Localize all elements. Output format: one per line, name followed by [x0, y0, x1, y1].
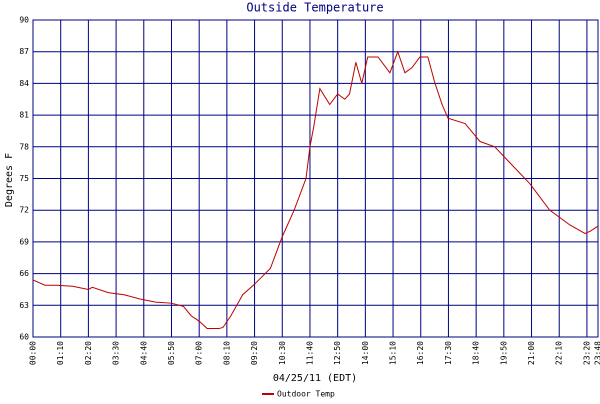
x-tick-label: 08:10 — [222, 341, 231, 365]
x-tick-label: 16:20 — [416, 341, 425, 365]
y-tick-label: 66 — [19, 269, 29, 278]
x-tick-label: 11:40 — [305, 341, 314, 365]
x-tick-label: 00:00 — [29, 341, 38, 365]
x-tick-label: 14:00 — [361, 341, 370, 365]
x-tick-label: 09:20 — [250, 341, 259, 365]
x-tick-label: 12:50 — [333, 341, 342, 365]
y-tick-label: 60 — [19, 333, 29, 342]
chart-title: Outside Temperature — [246, 1, 383, 15]
y-tick-label: 81 — [19, 111, 29, 120]
y-axis-label: Degrees F — [4, 153, 15, 207]
y-tick-label: 84 — [19, 79, 29, 88]
x-tick-label: 22:10 — [555, 341, 564, 365]
y-tick-label: 75 — [19, 174, 29, 183]
x-tick-label: 05:50 — [167, 341, 176, 365]
legend-label: Outdoor Temp — [277, 390, 335, 399]
x-tick-label: 17:30 — [444, 341, 453, 365]
x-tick-label: 10:30 — [278, 341, 287, 365]
x-tick-label: 15:10 — [389, 341, 398, 365]
y-tick-label: 72 — [19, 206, 29, 215]
x-axis-label: 04/25/11 (EDT) — [273, 373, 357, 384]
y-tick-label: 87 — [19, 47, 29, 56]
y-tick-label: 69 — [19, 237, 29, 246]
x-tick-label: 23:20 — [582, 341, 591, 365]
x-tick-label: 01:10 — [56, 341, 65, 365]
y-tick-label: 78 — [19, 142, 29, 151]
x-tick-label: 02:20 — [84, 341, 93, 365]
x-tick-label: 03:30 — [112, 341, 121, 365]
y-tick-label: 63 — [19, 301, 29, 310]
x-tick-label: 19:50 — [499, 341, 508, 365]
x-tick-label: 23:48 — [594, 341, 600, 365]
x-tick-label: 04:40 — [139, 341, 148, 365]
x-tick-label: 18:40 — [472, 341, 481, 365]
x-tick-label: 07:00 — [195, 341, 204, 365]
y-tick-label: 90 — [19, 16, 29, 25]
x-tick-label: 21:00 — [527, 341, 536, 365]
